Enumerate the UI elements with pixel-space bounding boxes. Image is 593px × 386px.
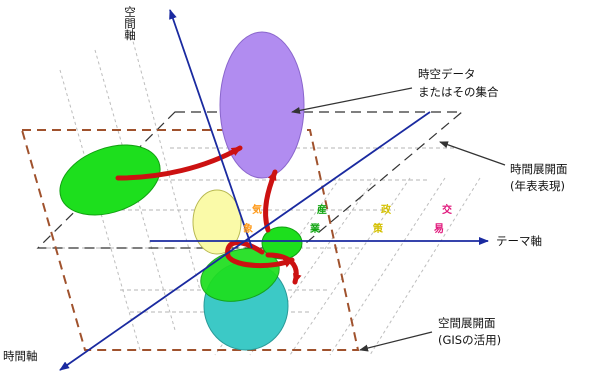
theme-category-policy-top: 政	[381, 203, 392, 216]
theme-category-trade-top: 交	[442, 203, 452, 216]
yellow-data-ellipse	[192, 189, 242, 255]
theme-category-industry-bottom: 業	[309, 222, 321, 235]
theme-category-industry-top: 産	[317, 203, 327, 216]
pointer-time-plane	[439, 141, 506, 166]
arrow-swirl	[225, 240, 295, 269]
arrow-left-to-purple	[115, 145, 243, 181]
space-axis-line	[169, 9, 253, 249]
spatiotemporal-data-label-line2: またはその集合	[418, 85, 499, 99]
theme-axis-label: テーマ軸	[496, 234, 542, 248]
pointer-space-plane	[359, 331, 433, 352]
theme-category-policy-bottom: 策	[373, 222, 384, 235]
pointer-data	[291, 87, 413, 114]
theme-categories: 気 象 産 業 政 策 交 易	[243, 203, 452, 235]
time-axis-label: 時間軸	[3, 349, 38, 363]
space-grid-lines	[59, 29, 481, 356]
time-plane-label-line1: 時間展開面	[510, 162, 568, 176]
time-plane-label-line2: (年表表現)	[510, 179, 565, 193]
theme-category-weather-top: 気	[251, 203, 262, 216]
theme-category-weather-bottom: 象	[243, 222, 253, 235]
spatiotemporal-data-ellipse	[219, 31, 305, 179]
space-plane-label-line1: 空間展開面	[438, 316, 496, 330]
space-axis-label: 空間軸	[123, 5, 137, 41]
spatiotemporal-data-label-line1: 時空データ	[418, 67, 476, 81]
green-data-ellipse	[59, 144, 161, 216]
callout-pointers	[291, 87, 506, 352]
arrow-down-right	[265, 252, 302, 285]
space-plane-label-line2: (GISの活用)	[438, 333, 501, 347]
space-plane	[20, 129, 360, 351]
theme-category-trade-bottom: 易	[434, 223, 444, 235]
